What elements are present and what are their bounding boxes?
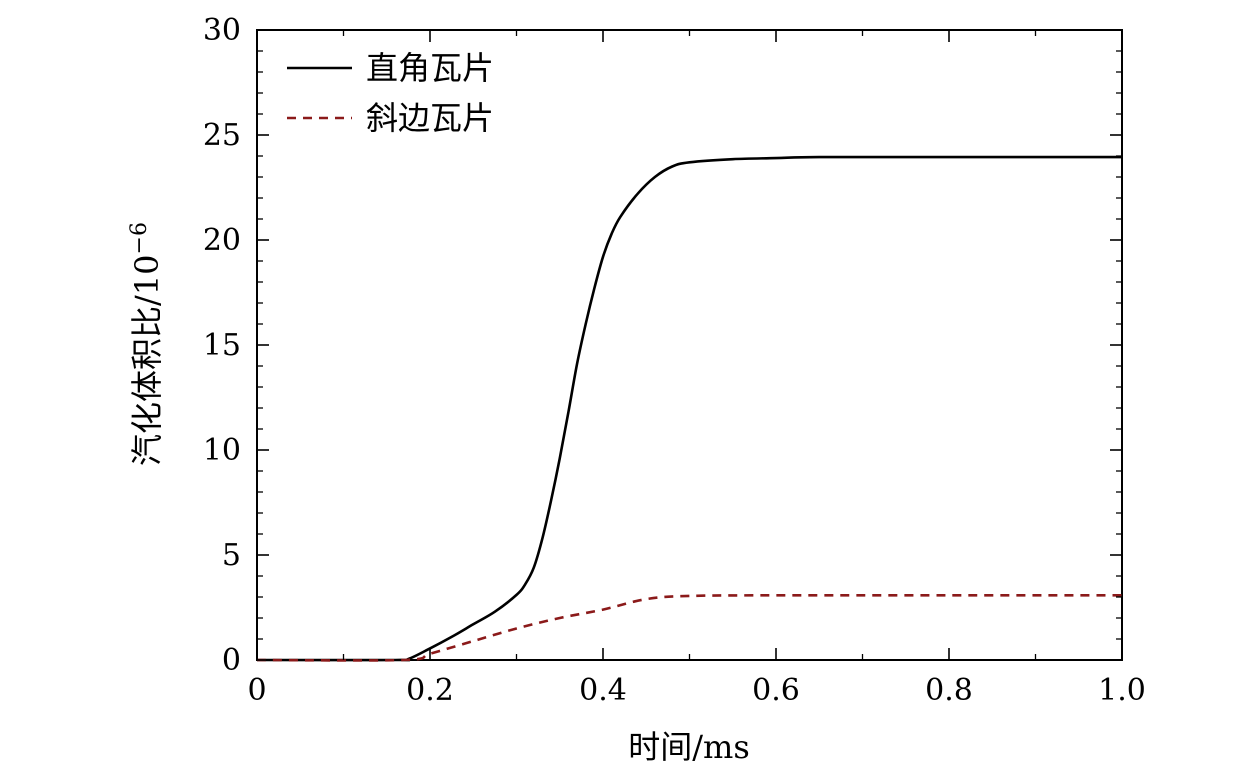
legend-label-1: 直角瓦片 bbox=[366, 49, 494, 87]
x-axis-title: 时间/ms bbox=[628, 728, 750, 766]
y-axis-title: 汽化体积比/10−6 bbox=[127, 222, 166, 466]
x-tick-label: 0 bbox=[247, 673, 266, 708]
x-tick-label: 0.2 bbox=[406, 673, 454, 708]
y-axis-title-text: 汽化体积比/10 bbox=[128, 254, 166, 466]
y-tick-label: 30 bbox=[203, 13, 241, 48]
y-tick-label: 5 bbox=[222, 538, 241, 573]
y-tick-label: 15 bbox=[203, 328, 241, 363]
series-line-2 bbox=[256, 593, 1122, 662]
x-tick-label: 0.4 bbox=[579, 673, 627, 708]
y-tick-label: 0 bbox=[222, 643, 241, 678]
series-line-1 bbox=[256, 155, 1122, 662]
x-tick-label: 1.0 bbox=[1098, 673, 1146, 708]
y-tick-label: 25 bbox=[203, 118, 241, 153]
ticks-layer: 0 0.2 0.4 0.6 0.8 1.0 0 5 10 15 20 25 30 bbox=[203, 13, 1146, 708]
series-layer bbox=[256, 155, 1122, 662]
x-tick-label: 0.6 bbox=[752, 673, 800, 708]
x-tick-label: 0.8 bbox=[925, 673, 973, 708]
y-tick-label: 20 bbox=[203, 223, 241, 258]
legend-label-2: 斜边瓦片 bbox=[366, 99, 494, 137]
y-axis-title-exponent: −6 bbox=[127, 222, 152, 254]
y-tick-label: 10 bbox=[203, 433, 241, 468]
